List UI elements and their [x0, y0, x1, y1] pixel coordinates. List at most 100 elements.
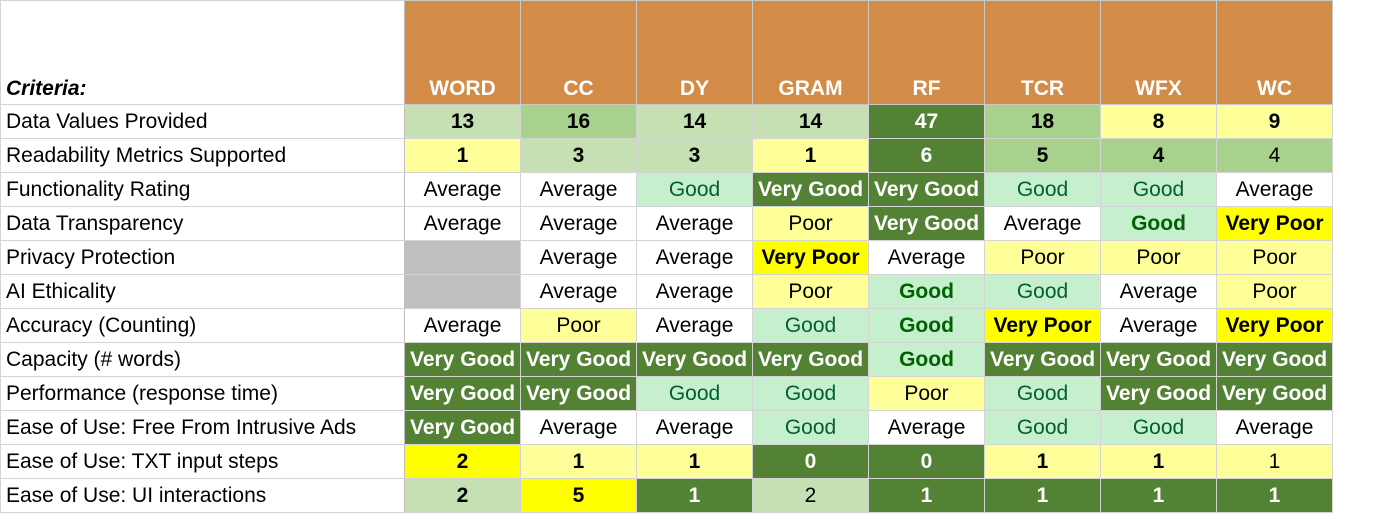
- rating-cell-tcr[interactable]: Very Good: [984, 342, 1101, 377]
- rating-cell-tcr[interactable]: Good: [984, 410, 1101, 445]
- rating-cell-cc[interactable]: Very Good: [520, 342, 637, 377]
- rating-cell-dy[interactable]: Average: [636, 308, 753, 343]
- rating-cell-tcr[interactable]: Very Poor: [984, 308, 1101, 343]
- rating-cell-tcr[interactable]: Good: [984, 376, 1101, 411]
- tool-header-rf[interactable]: RF: [868, 0, 985, 105]
- rating-cell-cc[interactable]: Average: [520, 410, 637, 445]
- rating-cell-gram[interactable]: Very Poor: [752, 240, 869, 275]
- rating-cell-dy[interactable]: Average: [636, 206, 753, 241]
- rating-cell-dy[interactable]: 1: [636, 478, 753, 513]
- rating-cell-wc[interactable]: Poor: [1216, 240, 1333, 275]
- criteria-label-cell[interactable]: Ease of Use: Free From Intrusive Ads: [0, 410, 405, 445]
- rating-cell-word[interactable]: Very Good: [404, 342, 521, 377]
- tool-header-cc[interactable]: CC: [520, 0, 637, 105]
- rating-cell-word[interactable]: Average: [404, 308, 521, 343]
- rating-cell-word[interactable]: 1: [404, 138, 521, 173]
- rating-cell-rf[interactable]: Good: [868, 274, 985, 309]
- criteria-label-cell[interactable]: Data Values Provided: [0, 104, 405, 139]
- rating-cell-wc[interactable]: 1: [1216, 478, 1333, 513]
- rating-cell-wfx[interactable]: Average: [1100, 274, 1217, 309]
- criteria-label-cell[interactable]: Readability Metrics Supported: [0, 138, 405, 173]
- rating-cell-wc[interactable]: Average: [1216, 410, 1333, 445]
- rating-cell-tcr[interactable]: Good: [984, 172, 1101, 207]
- rating-cell-rf[interactable]: Very Good: [868, 172, 985, 207]
- rating-cell-wc[interactable]: Poor: [1216, 274, 1333, 309]
- rating-cell-wc[interactable]: Average: [1216, 172, 1333, 207]
- rating-cell-wc[interactable]: Very Good: [1216, 342, 1333, 377]
- rating-cell-rf[interactable]: Very Good: [868, 206, 985, 241]
- rating-cell-wfx[interactable]: Very Good: [1100, 342, 1217, 377]
- tool-header-word[interactable]: WORD: [404, 0, 521, 105]
- criteria-header-cell[interactable]: Criteria:: [0, 0, 405, 105]
- rating-cell-rf[interactable]: Average: [868, 410, 985, 445]
- tool-header-wfx[interactable]: WFX: [1100, 0, 1217, 105]
- rating-cell-cc[interactable]: Average: [520, 240, 637, 275]
- tool-header-gram[interactable]: GRAM: [752, 0, 869, 105]
- rating-cell-cc[interactable]: 16: [520, 104, 637, 139]
- rating-cell-dy[interactable]: Average: [636, 274, 753, 309]
- rating-cell-wfx[interactable]: Good: [1100, 206, 1217, 241]
- criteria-label-cell[interactable]: AI Ethicality: [0, 274, 405, 309]
- rating-cell-word[interactable]: Very Good: [404, 376, 521, 411]
- rating-cell-gram[interactable]: 0: [752, 444, 869, 479]
- rating-cell-dy[interactable]: 14: [636, 104, 753, 139]
- tool-header-wc[interactable]: WC: [1216, 0, 1333, 105]
- rating-cell-wfx[interactable]: 1: [1100, 478, 1217, 513]
- rating-cell-gram[interactable]: Good: [752, 308, 869, 343]
- rating-cell-wfx[interactable]: Average: [1100, 308, 1217, 343]
- rating-cell-wc[interactable]: 4: [1216, 138, 1333, 173]
- criteria-label-cell[interactable]: Ease of Use: UI interactions: [0, 478, 405, 513]
- rating-cell-cc[interactable]: Poor: [520, 308, 637, 343]
- criteria-label-cell[interactable]: Data Transparency: [0, 206, 405, 241]
- rating-cell-dy[interactable]: Good: [636, 172, 753, 207]
- rating-cell-word[interactable]: Average: [404, 172, 521, 207]
- rating-cell-cc[interactable]: Average: [520, 274, 637, 309]
- rating-cell-rf[interactable]: Good: [868, 342, 985, 377]
- rating-cell-tcr[interactable]: Poor: [984, 240, 1101, 275]
- rating-cell-wfx[interactable]: Good: [1100, 410, 1217, 445]
- rating-cell-wfx[interactable]: 1: [1100, 444, 1217, 479]
- criteria-label-cell[interactable]: Ease of Use: TXT input steps: [0, 444, 405, 479]
- rating-cell-dy[interactable]: Good: [636, 376, 753, 411]
- rating-cell-rf[interactable]: Average: [868, 240, 985, 275]
- rating-cell-word[interactable]: Average: [404, 206, 521, 241]
- rating-cell-word[interactable]: 13: [404, 104, 521, 139]
- rating-cell-rf[interactable]: 6: [868, 138, 985, 173]
- rating-cell-wc[interactable]: Very Good: [1216, 376, 1333, 411]
- rating-cell-wc[interactable]: Very Poor: [1216, 308, 1333, 343]
- criteria-label-cell[interactable]: Capacity (# words): [0, 342, 405, 377]
- rating-cell-dy[interactable]: 3: [636, 138, 753, 173]
- rating-cell-gram[interactable]: 2: [752, 478, 869, 513]
- rating-cell-wfx[interactable]: Poor: [1100, 240, 1217, 275]
- rating-cell-wc[interactable]: 1: [1216, 444, 1333, 479]
- criteria-label-cell[interactable]: Accuracy (Counting): [0, 308, 405, 343]
- rating-cell-rf[interactable]: 1: [868, 478, 985, 513]
- rating-cell-dy[interactable]: Average: [636, 240, 753, 275]
- rating-cell-tcr[interactable]: Average: [984, 206, 1101, 241]
- rating-cell-rf[interactable]: 0: [868, 444, 985, 479]
- rating-cell-cc[interactable]: Average: [520, 172, 637, 207]
- rating-cell-word[interactable]: [404, 240, 521, 275]
- rating-cell-cc[interactable]: 1: [520, 444, 637, 479]
- criteria-label-cell[interactable]: Privacy Protection: [0, 240, 405, 275]
- rating-cell-gram[interactable]: Good: [752, 376, 869, 411]
- rating-cell-wc[interactable]: Very Poor: [1216, 206, 1333, 241]
- rating-cell-rf[interactable]: Poor: [868, 376, 985, 411]
- rating-cell-dy[interactable]: Average: [636, 410, 753, 445]
- tool-header-dy[interactable]: DY: [636, 0, 753, 105]
- rating-cell-wfx[interactable]: 4: [1100, 138, 1217, 173]
- rating-cell-cc[interactable]: Very Good: [520, 376, 637, 411]
- rating-cell-tcr[interactable]: 18: [984, 104, 1101, 139]
- rating-cell-cc[interactable]: 5: [520, 478, 637, 513]
- rating-cell-dy[interactable]: Very Good: [636, 342, 753, 377]
- rating-cell-dy[interactable]: 1: [636, 444, 753, 479]
- rating-cell-word[interactable]: 2: [404, 478, 521, 513]
- rating-cell-gram[interactable]: Very Good: [752, 172, 869, 207]
- criteria-label-cell[interactable]: Functionality Rating: [0, 172, 405, 207]
- rating-cell-wfx[interactable]: Very Good: [1100, 376, 1217, 411]
- rating-cell-gram[interactable]: 14: [752, 104, 869, 139]
- rating-cell-gram[interactable]: Poor: [752, 206, 869, 241]
- rating-cell-wfx[interactable]: 8: [1100, 104, 1217, 139]
- rating-cell-gram[interactable]: Very Good: [752, 342, 869, 377]
- rating-cell-word[interactable]: [404, 274, 521, 309]
